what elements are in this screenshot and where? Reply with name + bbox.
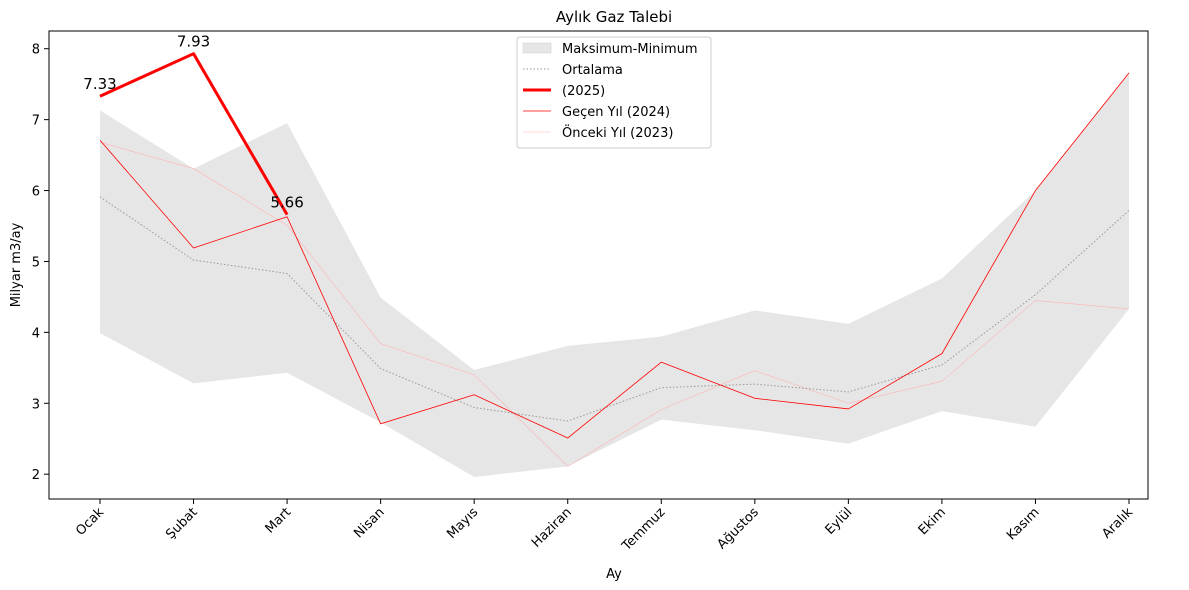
legend-swatch [522,42,552,54]
legend-label: Geçen Yıl (2024) [562,105,670,120]
x-tick-label: Nisan [351,505,387,541]
x-tick-label: Aralık [1099,505,1136,542]
x-tick-label: Temmuz [619,505,669,555]
x-tick-label: Mayıs [444,505,481,542]
y-tick-label: 2 [32,468,40,483]
x-tick-label: Ocak [73,505,107,539]
legend: Maksimum-Minimum Ortalama (2025) Geçen Yıl… [516,36,712,149]
x-tick-label: Mart [263,505,295,537]
plot-frame [48,30,1149,500]
y-tick-label: 6 [32,185,40,200]
data-label: 7.33 [83,75,116,93]
series-line-2 [99,72,1130,439]
y-tick-label: 4 [32,326,40,341]
legend-label: Ortalama [562,63,623,78]
chart-title: Aylık Gaz Talebi [556,8,672,26]
y-axis-label: Milyar m3/ay [9,222,24,307]
legend-box [516,36,712,149]
y-tick-label: 7 [32,114,40,129]
series-line-3 [99,142,1130,467]
series-line-1 [99,52,289,216]
x-axis: Ocak Şubat Mart Nisan Mayıs Haziran Temmuz Ağus… [73,499,1136,555]
x-tick-label: Şubat [163,505,200,542]
y-tick-label: 5 [32,255,40,270]
data-labels-layer: 7.33 7.93 5.66 [83,33,303,212]
x-tick-label: Ağustos [715,505,763,553]
legend-label: Maksimum-Minimum [562,42,698,57]
legend-label: (2025) [562,84,605,99]
data-label: 7.93 [177,33,210,51]
min-max-band [100,72,1129,478]
y-tick-label: 3 [32,397,40,412]
data-label: 5.66 [270,194,303,212]
x-axis-label: Ay [606,567,622,582]
min-max-band-layer [100,72,1129,478]
x-tick-label: Kasım [1004,505,1042,543]
y-axis: 2 3 4 5 6 7 8 [32,43,49,483]
legend-label: Önceki Yıl (2023) [562,124,673,141]
series-layer [99,52,1130,467]
x-tick-label: Haziran [529,505,575,551]
x-tick-label: Eylül [823,505,856,538]
y-tick-label: 8 [32,43,40,58]
x-tick-label: Ekim [916,505,949,538]
